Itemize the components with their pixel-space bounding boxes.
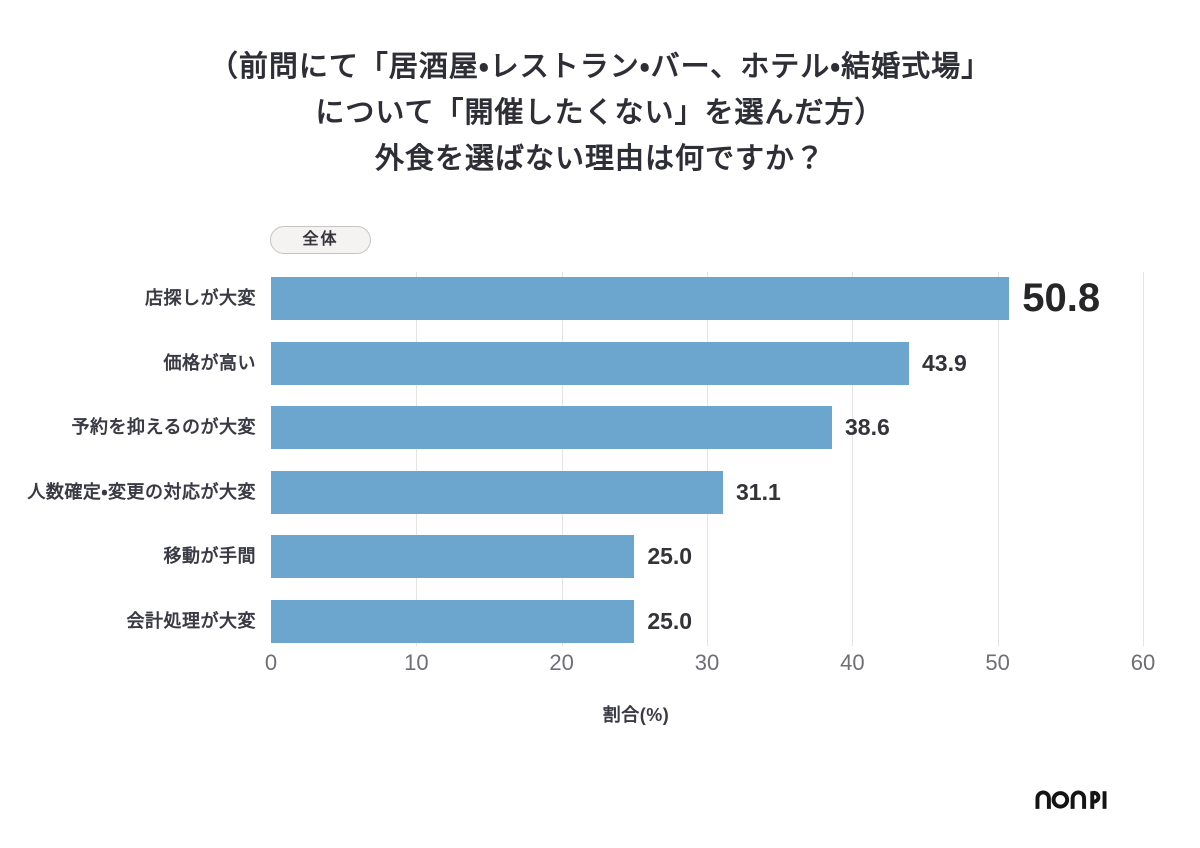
category-label: 人数確定・変更の対応が大変 (27, 481, 256, 502)
category-label: 価格が高い (163, 352, 256, 373)
bar-value: 43.9 (922, 349, 967, 376)
logo-letter-o (1051, 791, 1070, 809)
nonpi-logo (1035, 788, 1107, 810)
x-tick-0: 0 (264, 650, 278, 675)
logo-letter-n1 (1035, 790, 1051, 809)
category-label: 移動が手間 (163, 546, 256, 566)
category-label: 予約を抑えるのが大変 (71, 417, 256, 437)
bar (271, 535, 635, 578)
page-title: （前問にて「居酒屋・レストラン・バー、ホテル・結婚式場」 について「開催したくな… (0, 44, 1200, 182)
gridline-10 (416, 272, 418, 646)
gridline-20 (561, 272, 563, 646)
x-tick-60: 60 (1130, 650, 1156, 675)
x-tick-50: 50 (985, 650, 1010, 675)
category-label: 会計処理が大変 (126, 610, 256, 631)
group-filter-badge: 全体 (270, 226, 371, 254)
category-label: 店探しが大変 (145, 288, 256, 308)
logo-letter-n2 (1070, 790, 1087, 809)
gridline-40 (852, 272, 854, 646)
x-axis-title: 割合(%) (602, 705, 670, 725)
x-tick-20: 20 (549, 650, 574, 675)
x-tick-30: 30 (694, 650, 720, 675)
x-tick-10: 10 (404, 650, 429, 675)
bar (271, 277, 1010, 320)
gridline-30 (707, 272, 708, 646)
bar (271, 470, 723, 514)
title-line-2: について「開催したくない」を選んだ方） (315, 97, 885, 129)
bar-value: 25.0 (647, 543, 693, 569)
gridline-60 (1143, 272, 1144, 646)
bar-value: 38.6 (844, 414, 890, 440)
bar-value: 50.8 (1022, 276, 1101, 320)
title-line-3: 外食を選ばない理由は何ですか？ (374, 143, 825, 175)
x-tick-40: 40 (840, 650, 865, 675)
bar (271, 406, 832, 449)
bar-value: 31.1 (735, 478, 781, 505)
logo-letter-p (1090, 790, 1101, 809)
bar-value: 25.0 (647, 607, 693, 634)
bar (271, 599, 635, 643)
gridline-50 (997, 272, 999, 646)
bar (271, 341, 909, 385)
title-line-1: （前問にて「居酒屋・レストラン・バー、ホテル・結婚式場」 (208, 51, 992, 83)
